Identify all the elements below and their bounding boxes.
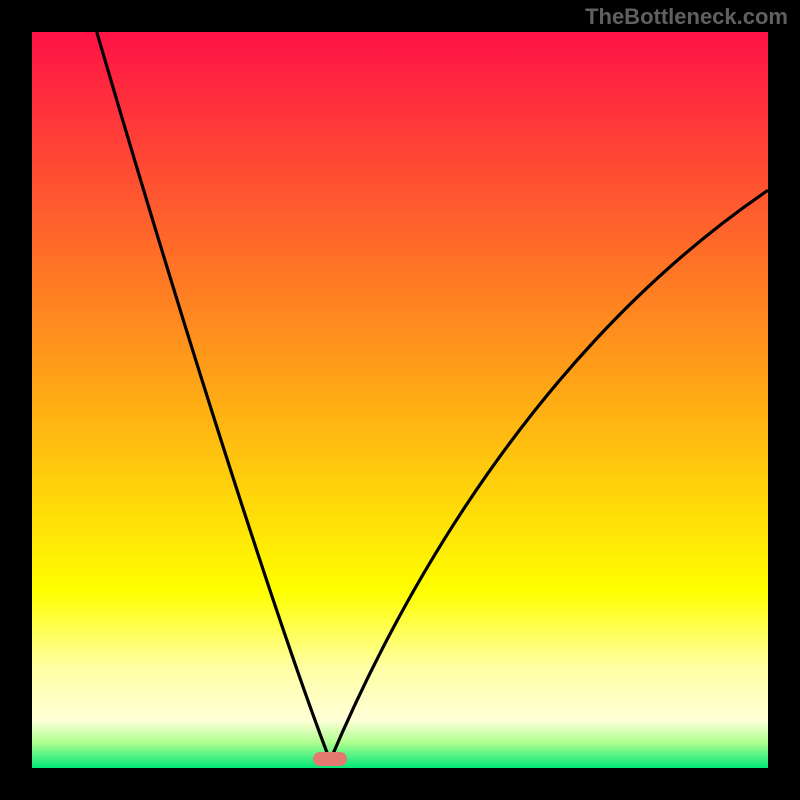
minimum-marker: [313, 752, 347, 766]
chart-frame: TheBottleneck.com: [0, 0, 800, 800]
bottleneck-curve: [32, 32, 768, 768]
plot-area: [32, 32, 768, 768]
curve-path: [97, 32, 768, 761]
watermark-text: TheBottleneck.com: [585, 4, 788, 30]
